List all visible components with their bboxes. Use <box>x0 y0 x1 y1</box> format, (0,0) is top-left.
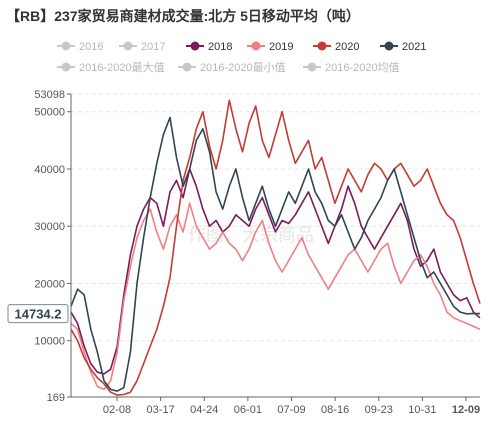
y-tick-label: 20000 <box>34 278 65 290</box>
legend-circle-marker <box>182 62 192 72</box>
legend-circle-marker <box>317 41 327 51</box>
y-tick-label: 50000 <box>34 107 65 119</box>
legend-label: 2021 <box>402 41 426 53</box>
legend-item-1-0[interactable]: 2016-2020最大值 <box>57 60 165 74</box>
legend[interactable]: 2016 2017 2018 2019 2020 2021 2016-2020最大值 2016… <box>57 41 426 74</box>
legend-label: 2017 <box>141 41 165 53</box>
y-tick-label: 53098 <box>34 89 65 101</box>
legend-item-0-5[interactable]: 2021 <box>380 41 426 53</box>
axes: 169 10000 20000 30000 40000 50000 53098 02-08 03… <box>7 89 480 416</box>
legend-circle-marker <box>190 41 200 51</box>
x-tick-label: 06-01 <box>234 404 262 416</box>
legend-circle-marker <box>384 41 394 51</box>
current-value-marker: 14734.2 <box>7 304 69 324</box>
x-tick-label: 04-24 <box>190 404 218 416</box>
legend-circle-marker <box>251 41 261 51</box>
legend-circle-marker <box>61 41 71 51</box>
series-line-2018 <box>70 168 481 375</box>
x-tick-label: 08-16 <box>321 404 349 416</box>
grid-lines <box>71 93 480 342</box>
y-tick-label: 40000 <box>34 164 65 176</box>
current-value-label: 14734.2 <box>15 307 62 322</box>
x-tick-label: 02-08 <box>103 404 131 416</box>
legend-label: 2018 <box>208 41 232 53</box>
series-line-2021 <box>70 116 480 392</box>
watermark: 作图：大宗商品 <box>188 225 314 245</box>
legend-label: 2020 <box>335 41 359 53</box>
x-tick-label: 07-09 <box>277 404 305 416</box>
x-tick-label: 03-17 <box>147 404 175 416</box>
y-tick-label: 30000 <box>34 221 65 233</box>
current-value-box <box>7 304 69 324</box>
x-tick-label: 10-31 <box>408 404 436 416</box>
y-tick-label: 169 <box>47 392 65 404</box>
legend-label: 2016-2020最大值 <box>79 60 165 74</box>
legend-label: 2016-2020最小值 <box>200 61 286 74</box>
legend-label: 2016-2020均值 <box>325 61 400 74</box>
series-lines <box>70 99 481 396</box>
series-line-2020 <box>70 99 481 396</box>
legend-circle-marker <box>61 62 71 72</box>
legend-item-0-0[interactable]: 2016 <box>57 41 103 53</box>
x-tick-label: 09-23 <box>365 404 393 416</box>
legend-item-0-1[interactable]: 2017 <box>119 41 165 53</box>
legend-item-0-2[interactable]: 2018 <box>186 41 232 53</box>
legend-item-0-3[interactable]: 2019 <box>247 41 293 53</box>
legend-circle-marker <box>307 62 317 72</box>
legend-label: 2019 <box>269 41 293 53</box>
legend-item-0-4[interactable]: 2020 <box>313 41 359 53</box>
x-tick-label: 12-09 <box>452 404 480 416</box>
series-line-2019 <box>70 202 481 391</box>
legend-label: 2016 <box>79 41 103 53</box>
legend-item-1-1[interactable]: 2016-2020最小值 <box>178 61 286 74</box>
legend-circle-marker <box>123 41 133 51</box>
chart-title: 【RB】237家贸易商建材成交量:北方 5日移动平均（吨） <box>6 8 360 24</box>
legend-item-1-2[interactable]: 2016-2020均值 <box>303 61 400 74</box>
y-tick-label: 10000 <box>34 336 65 348</box>
